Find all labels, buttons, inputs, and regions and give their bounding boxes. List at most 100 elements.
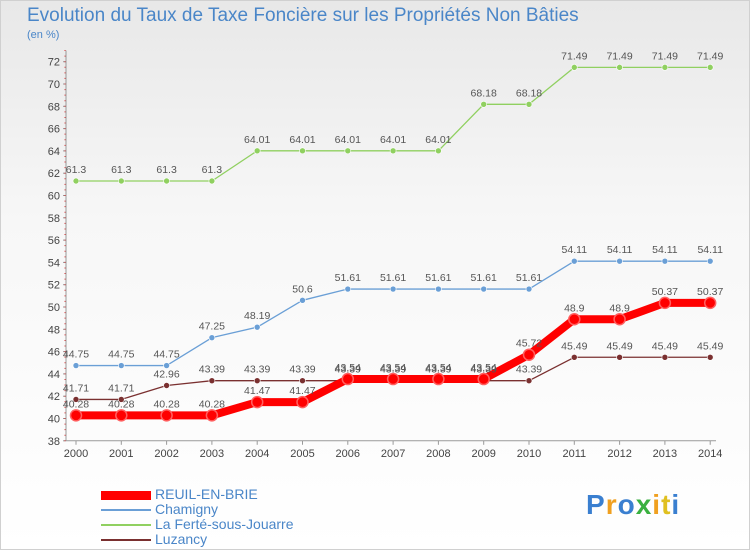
data-label: 43.39: [516, 364, 542, 376]
data-point: [525, 377, 533, 385]
data-label: 71.49: [606, 50, 632, 62]
data-label: 45.72: [516, 338, 542, 350]
legend-swatch: [101, 539, 151, 541]
data-point: [616, 353, 623, 361]
logo-letter: P: [586, 489, 606, 520]
y-tick-label: 44: [48, 369, 60, 381]
data-label: 43.39: [244, 364, 270, 376]
data-point: [616, 64, 623, 71]
data-label: 41.47: [289, 385, 315, 397]
data-label: 71.49: [652, 50, 678, 62]
data-point: [661, 257, 669, 265]
y-tick-label: 52: [48, 280, 60, 292]
logo-letter: r: [605, 489, 618, 520]
data-point: [69, 409, 83, 422]
data-label: 48.9: [609, 302, 630, 314]
legend-swatch: [101, 509, 151, 511]
data-point: [205, 409, 219, 422]
data-label: 51.61: [471, 272, 497, 284]
data-point: [299, 297, 306, 304]
data-label: 40.28: [153, 398, 179, 410]
data-label: 50.6: [292, 283, 313, 295]
data-label: 44.75: [153, 349, 179, 361]
logo-letter: x: [635, 489, 653, 520]
data-point: [250, 395, 264, 409]
data-point: [389, 147, 397, 155]
data-label: 51.61: [425, 272, 451, 284]
logo-letter: i: [652, 489, 662, 520]
y-tick-label: 56: [48, 235, 60, 247]
data-point: [115, 409, 128, 422]
data-label: 44.75: [108, 349, 134, 361]
logo-letter: i: [671, 489, 681, 520]
data-point: [480, 285, 488, 293]
legend-label: Luzancy: [155, 531, 208, 547]
data-label: 64.01: [244, 134, 270, 146]
data-point: [160, 409, 173, 422]
x-tick-label: 2001: [109, 448, 133, 460]
data-label: 45.49: [606, 340, 632, 352]
data-label: 41.71: [108, 382, 134, 394]
x-tick-label: 2002: [154, 448, 178, 460]
data-point: [522, 348, 536, 361]
legend-label: La Ferté-sous-Jouarre: [155, 516, 294, 532]
data-label: 68.18: [471, 87, 497, 99]
data-point: [208, 377, 216, 385]
data-label: 43.39: [471, 364, 497, 376]
y-tick-label: 62: [48, 168, 60, 180]
data-label: 54.11: [562, 244, 588, 256]
data-point: [568, 313, 581, 326]
x-tick-label: 2012: [607, 448, 631, 460]
line-chart: 38 40 42 44 46 48 50 52 54 56 58 60 62 64 66 68 70 72 2000…: [48, 50, 723, 460]
data-label: 45.49: [652, 340, 678, 352]
data-point: [435, 147, 442, 155]
y-tick-label: 38: [48, 436, 60, 448]
legend-label: REUIL-EN-BRIE: [155, 486, 258, 502]
data-label: 64.01: [335, 134, 361, 146]
data-point: [344, 147, 352, 155]
legend-label: Chamigny: [155, 501, 219, 517]
x-tick-label: 2005: [290, 448, 314, 460]
data-label: 54.11: [652, 244, 678, 256]
data-point: [253, 377, 261, 385]
data-point: [570, 353, 578, 361]
data-point: [661, 64, 669, 71]
data-label: 71.49: [561, 50, 587, 62]
data-point: [703, 296, 717, 310]
data-label: 48.19: [244, 310, 270, 322]
x-tick-label: 2009: [471, 448, 495, 460]
data-label: 48.9: [564, 302, 585, 314]
data-label: 54.11: [697, 244, 723, 256]
data-label: 43.39: [335, 364, 361, 376]
data-label: 40.28: [108, 398, 134, 410]
legend-swatch: [101, 524, 151, 526]
data-label: 47.25: [199, 321, 225, 333]
data-label: 64.01: [425, 134, 451, 146]
data-point: [72, 396, 80, 403]
data-point: [118, 396, 125, 403]
data-point: [72, 362, 80, 369]
data-label: 41.47: [244, 385, 270, 397]
data-point: [341, 372, 355, 386]
y-tick-label: 48: [48, 324, 60, 336]
x-tick-label: 2003: [200, 448, 224, 460]
data-label: 61.3: [66, 164, 87, 176]
x-tick-label: 2013: [653, 448, 677, 460]
data-label: 64.01: [380, 134, 406, 146]
data-point: [658, 296, 672, 310]
data-label: 54.11: [607, 244, 633, 256]
data-label: 43.39: [289, 364, 315, 376]
data-point: [570, 257, 578, 265]
data-label: 43.39: [425, 364, 451, 376]
data-label: 43.54: [425, 362, 451, 374]
data-point: [477, 372, 490, 386]
data-label: 50.37: [697, 286, 723, 298]
data-point: [296, 395, 309, 409]
data-point: [163, 382, 170, 389]
data-point: [706, 64, 714, 71]
data-point: [163, 362, 170, 369]
data-label: 45.49: [561, 340, 587, 352]
data-point: [613, 313, 626, 326]
x-tick-label: 2004: [245, 448, 269, 460]
